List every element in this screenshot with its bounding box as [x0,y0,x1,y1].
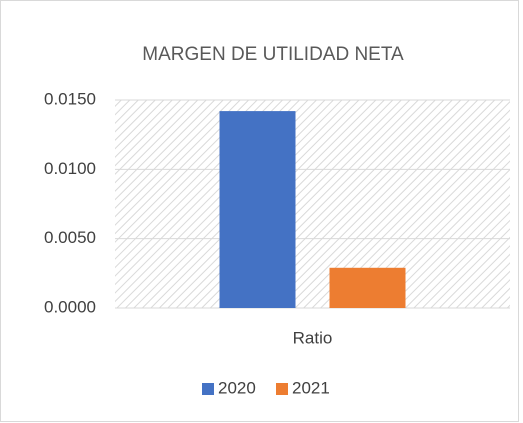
legend-swatch [202,383,214,395]
legend-label: 2020 [218,378,256,397]
x-tick-label: Ratio [293,328,333,347]
y-tick-label: 0.0100 [44,159,96,178]
y-tick-label: 0.0150 [44,89,96,108]
y-tick-label: 0.0050 [44,228,96,247]
bar [219,111,296,309]
plot-area [115,100,510,308]
y-tick-label: 0.0000 [44,297,96,316]
legend-label: 2021 [292,378,330,397]
legend-swatch [276,383,288,395]
bar [329,267,406,308]
chart-title: MARGEN DE UTILIDAD NETA [142,44,404,65]
